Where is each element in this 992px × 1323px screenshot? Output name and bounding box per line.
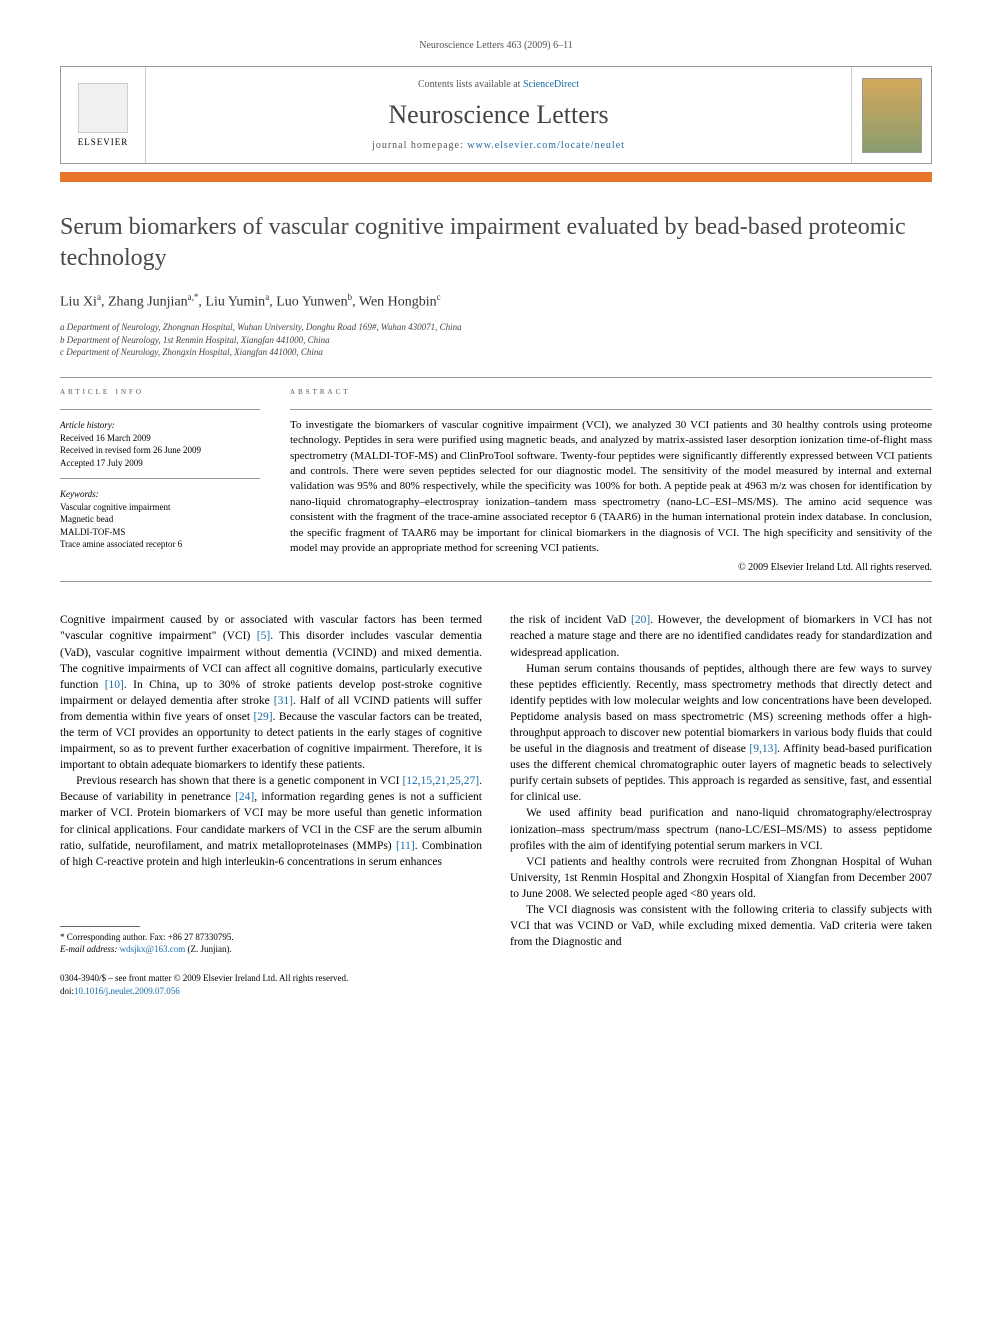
page-citation: Neuroscience Letters 463 (2009) 6–11 — [60, 40, 932, 51]
body-col-right: the risk of incident VaD [20]. However, … — [510, 612, 932, 997]
affiliations: a Department of Neurology, Zhongnan Hosp… — [60, 321, 932, 359]
ref-12-27[interactable]: [12,15,21,25,27] — [402, 775, 479, 787]
footnote-section: * Corresponding author. Fax: +86 27 8733… — [60, 920, 482, 956]
author-5-sup: c — [437, 292, 441, 302]
orange-divider — [60, 172, 932, 182]
author-5: Wen Hongbin — [359, 295, 437, 310]
keyword-3: MALDI-TOF-MS — [60, 526, 260, 539]
ref-31[interactable]: [31] — [274, 695, 293, 707]
contents-prefix: Contents lists available at — [418, 79, 523, 90]
elsevier-label: ELSEVIER — [78, 137, 129, 147]
body-col-left: Cognitive impairment caused by or associ… — [60, 612, 482, 997]
authors-line: Liu Xia, Zhang Junjiana,*, Liu Yumina, L… — [60, 292, 932, 311]
history-label: Article history: — [60, 420, 260, 430]
journal-name: Neuroscience Letters — [158, 100, 839, 130]
body-p2: Previous research has shown that there i… — [60, 773, 482, 870]
doi-line: doi:10.1016/j.neulet.2009.07.056 — [60, 985, 482, 998]
author-1: Liu Xi — [60, 295, 97, 310]
doi-label: doi: — [60, 986, 74, 996]
p3a: the risk of incident VaD — [510, 614, 631, 626]
body-p6: VCI patients and healthy controls were r… — [510, 854, 932, 902]
abstract-heading: abstract — [290, 386, 932, 397]
info-divider-bottom — [60, 581, 932, 582]
journal-cover-box — [851, 67, 931, 163]
keyword-2: Magnetic bead — [60, 513, 260, 526]
ref-24[interactable]: [24] — [235, 791, 254, 803]
history-accepted: Accepted 17 July 2009 — [60, 457, 260, 470]
email-label: E-mail address: — [60, 944, 120, 954]
ref-9-13[interactable]: [9,13] — [749, 743, 777, 755]
body-p5: We used affinity bead purification and n… — [510, 805, 932, 853]
homepage-url-link[interactable]: www.elsevier.com/locate/neulet — [467, 140, 625, 151]
p4a: Human serum contains thousands of peptid… — [510, 663, 932, 755]
article-info-column: article info Article history: Received 1… — [60, 386, 260, 574]
email-link[interactable]: wdsjkx@163.com — [120, 944, 186, 954]
p2a: Previous research has shown that there i… — [76, 775, 402, 787]
article-info-heading: article info — [60, 386, 260, 397]
ref-20[interactable]: [20] — [631, 614, 650, 626]
author-1-sup: a — [97, 292, 101, 302]
contents-line: Contents lists available at ScienceDirec… — [158, 79, 839, 90]
ref-5[interactable]: [5] — [257, 630, 270, 642]
doi-link[interactable]: 10.1016/j.neulet.2009.07.056 — [74, 986, 180, 996]
ref-10[interactable]: [10] — [105, 679, 124, 691]
journal-cover-icon — [862, 78, 922, 153]
author-3-sup: a — [265, 292, 269, 302]
abstract-divider — [290, 409, 932, 410]
body-p4: Human serum contains thousands of peptid… — [510, 661, 932, 806]
homepage-line: journal homepage: www.elsevier.com/locat… — [158, 140, 839, 151]
info-inner-divider2 — [60, 478, 260, 479]
abstract-column: abstract To investigate the biomarkers o… — [290, 386, 932, 574]
body-p7: The VCI diagnosis was consistent with th… — [510, 902, 932, 950]
elsevier-logo: ELSEVIER — [61, 67, 146, 163]
author-2-sup: a,* — [188, 292, 199, 302]
body-p3: the risk of incident VaD [20]. However, … — [510, 612, 932, 660]
body-columns: Cognitive impairment caused by or associ… — [60, 612, 932, 997]
body-p1: Cognitive impairment caused by or associ… — [60, 612, 482, 773]
article-title: Serum biomarkers of vascular cognitive i… — [60, 212, 932, 274]
email-line: E-mail address: wdsjkx@163.com (Z. Junji… — [60, 943, 482, 956]
keywords-label: Keywords: — [60, 489, 260, 499]
info-divider-top — [60, 377, 932, 378]
abstract-text: To investigate the biomarkers of vascula… — [290, 418, 932, 557]
issn-line: 0304-3940/$ – see front matter © 2009 El… — [60, 972, 482, 985]
keyword-4: Trace amine associated receptor 6 — [60, 538, 260, 551]
author-3: Liu Yumin — [205, 295, 265, 310]
ref-29[interactable]: [29] — [253, 711, 272, 723]
info-abstract-row: article info Article history: Received 1… — [60, 386, 932, 574]
journal-center: Contents lists available at ScienceDirec… — [146, 67, 851, 163]
affiliation-b: b Department of Neurology, 1st Renmin Ho… — [60, 334, 932, 347]
info-inner-divider1 — [60, 409, 260, 410]
history-revised: Received in revised form 26 June 2009 — [60, 444, 260, 457]
author-4-sup: b — [348, 292, 353, 302]
homepage-prefix: journal homepage: — [372, 140, 467, 151]
author-4: Luo Yunwen — [276, 295, 347, 310]
abstract-copyright: © 2009 Elsevier Ireland Ltd. All rights … — [290, 562, 932, 573]
history-received: Received 16 March 2009 — [60, 432, 260, 445]
affiliation-a: a Department of Neurology, Zhongnan Hosp… — [60, 321, 932, 334]
journal-header-box: ELSEVIER Contents lists available at Sci… — [60, 66, 932, 164]
copyright-footer: 0304-3940/$ – see front matter © 2009 El… — [60, 972, 482, 997]
corresponding-author: * Corresponding author. Fax: +86 27 8733… — [60, 931, 482, 944]
affiliation-c: c Department of Neurology, Zhongxin Hosp… — [60, 346, 932, 359]
ref-11[interactable]: [11] — [396, 840, 415, 852]
footnote-divider — [60, 926, 140, 927]
sciencedirect-link[interactable]: ScienceDirect — [523, 79, 579, 90]
email-suffix: (Z. Junjian). — [185, 944, 232, 954]
elsevier-tree-icon — [78, 83, 128, 133]
author-2: Zhang Junjian — [108, 295, 188, 310]
keyword-1: Vascular cognitive impairment — [60, 501, 260, 514]
